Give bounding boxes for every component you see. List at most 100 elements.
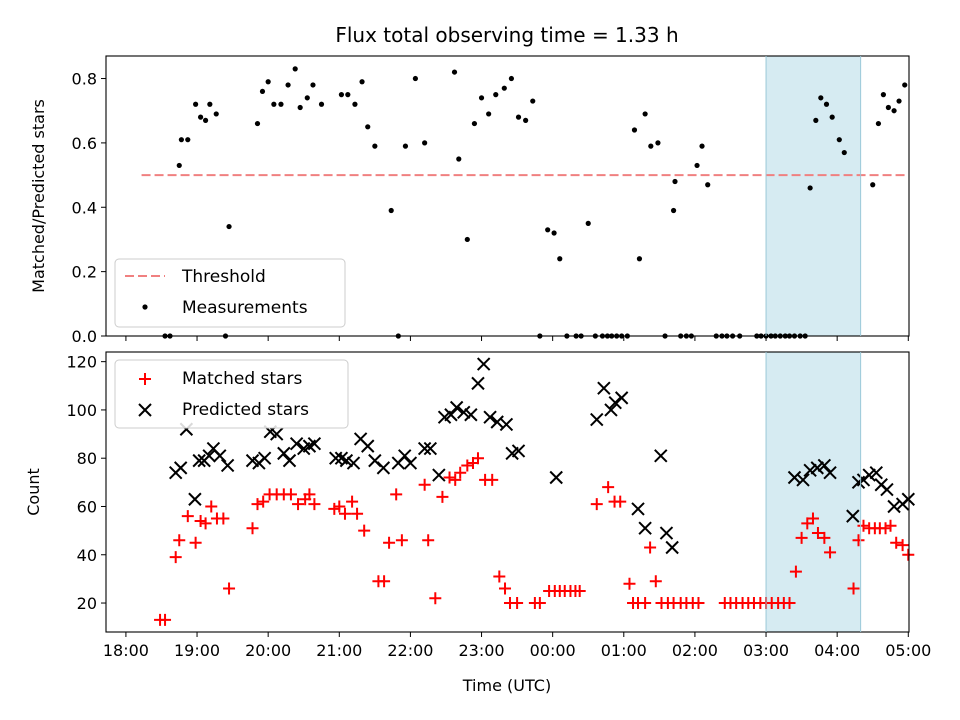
measurement-point <box>471 120 478 127</box>
predicted-star-point <box>549 470 563 485</box>
matched-star-point <box>783 597 796 610</box>
measurement-point <box>493 92 499 98</box>
predicted-star-point <box>361 439 375 453</box>
matched-star-point <box>896 539 909 552</box>
x-tick-label: 22:00 <box>387 641 433 660</box>
measurement-point <box>486 111 492 117</box>
measurement-point <box>197 114 204 120</box>
x-tick-label: 04:00 <box>814 641 860 660</box>
x-tick-label: 05:00 <box>885 641 931 660</box>
predicted-star-point <box>597 381 611 395</box>
matched-star-point <box>351 507 364 520</box>
measurement-point <box>345 92 351 98</box>
y-tick-label: 0.2 <box>72 263 97 282</box>
measurement-point <box>545 227 551 233</box>
measurement-point <box>585 220 591 226</box>
predicted-star-point <box>862 468 876 482</box>
x-axis-label: Time (UTC) <box>462 676 551 695</box>
count-panel: 20 40 60 80 100 120 18:00 19:00 20:00 21:00 22:00… <box>24 351 931 695</box>
matched-star-point <box>284 488 297 501</box>
matched-star-point <box>884 519 897 532</box>
matched-stars-points <box>154 452 915 626</box>
measurement-point <box>523 117 529 123</box>
measurement-point <box>292 66 298 72</box>
predicted-star-point <box>403 456 418 470</box>
y-tick-label: 120 <box>66 353 97 372</box>
ratio-y-ticks: 0.0 0.2 0.4 0.6 0.8 <box>72 70 106 346</box>
matched-star-point <box>429 592 442 605</box>
predicted-star-point <box>901 492 915 506</box>
y-tick-label: 60 <box>77 497 97 516</box>
measurement-point <box>829 114 835 120</box>
x-tick-label: 23:00 <box>458 641 504 660</box>
matched-star-point <box>181 510 194 523</box>
measurement-point <box>891 108 897 114</box>
measurement-point <box>456 156 462 162</box>
y-tick-label: 0.0 <box>72 327 97 346</box>
matched-star-point <box>644 541 657 554</box>
count-x-ticks: 18:00 19:00 20:00 21:00 22:00 23:00 00:00 01:00… <box>103 632 931 660</box>
measurement-point <box>807 185 813 191</box>
ratio-panel: 0.00.20.40.60.8 Matched/Predicted stars … <box>29 55 910 346</box>
predicted-star-point <box>257 451 272 465</box>
measurement-point <box>875 120 882 127</box>
count-y-axis-label: Count <box>24 468 43 516</box>
predicted-star-point <box>289 437 304 451</box>
predicted-star-point <box>796 473 810 487</box>
measurement-points <box>162 66 908 339</box>
matched-star-point <box>471 452 484 465</box>
legend-measurements-label: Measurements <box>182 298 308 318</box>
predicted-star-point <box>457 405 471 420</box>
measurement-point <box>631 127 638 133</box>
predicted-star-point <box>346 456 361 470</box>
predicted-star-point <box>188 492 202 506</box>
measurement-point <box>478 95 485 101</box>
matched-star-point <box>614 495 627 508</box>
matched-star-point <box>902 548 915 561</box>
matched-star-point <box>692 597 705 610</box>
measurement-point <box>271 101 277 107</box>
measurement-point <box>699 143 705 149</box>
measurement-point <box>207 101 213 107</box>
y-tick-label: 40 <box>77 546 97 565</box>
measurement-point <box>412 75 418 82</box>
matched-star-point <box>422 534 435 547</box>
measurement-point <box>530 98 536 104</box>
predicted-star-point <box>803 463 817 477</box>
matched-star-point <box>292 498 305 511</box>
legend-matched-label: Matched stars <box>182 369 302 389</box>
predicted-star-point <box>339 453 354 468</box>
matched-star-point <box>205 500 218 513</box>
measurement-point <box>338 92 345 98</box>
y-tick-label: 0.8 <box>72 70 97 89</box>
measurement-point <box>880 92 886 98</box>
ratio-highlight-band <box>766 56 861 336</box>
matched-star-point <box>639 597 652 610</box>
matched-star-point <box>159 613 172 626</box>
measurement-point <box>352 101 358 107</box>
predicted-star-point <box>490 415 504 429</box>
count-legend-box <box>114 359 349 429</box>
measurement-point <box>213 111 219 117</box>
ratio-y-axis-label: Matched/Predicted stars <box>29 99 48 293</box>
matched-star-point <box>789 565 802 578</box>
measurement-point <box>870 182 876 188</box>
matched-star-point <box>443 471 456 484</box>
measurement-point <box>285 82 291 88</box>
matched-star-point <box>461 459 474 472</box>
measurement-point <box>202 117 209 123</box>
count-highlight-band <box>766 352 861 632</box>
measurement-point <box>648 143 654 149</box>
predicted-star-point <box>631 502 645 516</box>
predicted-star-point <box>787 470 802 485</box>
predicted-star-point <box>846 509 860 523</box>
measurement-point <box>551 230 557 236</box>
matched-star-point <box>257 495 270 508</box>
matched-star-point <box>449 473 462 486</box>
measurement-point <box>813 117 819 123</box>
matched-star-point <box>169 551 182 564</box>
matched-star-point <box>333 500 346 513</box>
matched-star-point <box>533 597 546 610</box>
measurement-point <box>501 85 507 91</box>
